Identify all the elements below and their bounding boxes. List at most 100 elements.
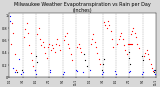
Point [129,34,132,35]
Point [37,27,40,29]
Point [29,52,32,53]
Point [15,69,17,71]
Point [41,41,44,42]
Point [17,58,20,60]
Point [34,55,37,56]
Point [49,49,52,50]
Point [153,69,156,71]
Point [45,57,48,58]
Point [123,45,125,46]
Point [121,39,124,40]
Point [33,69,36,71]
Point [62,74,64,75]
Point [141,55,144,56]
Point [48,72,51,73]
Point [105,27,108,29]
Point [127,72,130,73]
Point [76,46,79,47]
Point [88,69,91,71]
Point [79,47,81,49]
Point [128,63,131,64]
Point [128,70,131,72]
Point [65,32,68,34]
Point [141,59,144,61]
Point [102,63,104,64]
Point [128,57,131,58]
Point [77,43,80,44]
Point [125,53,128,55]
Point [82,72,84,73]
Point [151,67,153,69]
Point [12,32,15,34]
Point [51,45,53,46]
Point [109,31,112,32]
Point [119,35,121,36]
Point [153,69,155,71]
Point [53,51,56,52]
Point [21,69,23,71]
Point [63,40,65,41]
Point [85,66,88,67]
Point [23,37,25,38]
Point [35,74,37,75]
Point [124,49,127,50]
Point [149,63,152,64]
Point [75,69,78,71]
Point [147,53,149,55]
Point [148,58,151,60]
Point [153,72,155,73]
Title: Milwaukee Weather Evapotranspiration vs Rain per Day (Inches): Milwaukee Weather Evapotranspiration vs … [14,2,151,13]
Point [107,20,109,22]
Point [84,59,87,61]
Point [48,43,51,44]
Point [40,45,43,46]
Point [43,46,45,47]
Point [142,72,144,73]
Point [64,35,67,36]
Point [144,52,147,53]
Point [15,72,18,73]
Point [97,58,100,60]
Point [135,37,137,38]
Point [116,43,119,44]
Point [83,53,85,55]
Point [143,55,145,56]
Point [145,49,148,50]
Point [47,46,49,47]
Point [68,47,71,49]
Point [31,59,33,61]
Point [133,32,136,34]
Point [99,63,101,64]
Point [8,20,11,22]
Point [112,46,115,47]
Point [117,39,120,40]
Point [35,61,38,63]
Point [103,21,105,23]
Point [57,45,60,46]
Point [22,72,24,73]
Point [91,39,93,40]
Point [24,29,27,30]
Point [93,41,96,42]
Point [137,47,140,49]
Point [34,69,36,71]
Point [27,32,29,34]
Point [102,58,105,60]
Point [136,43,139,44]
Point [108,24,111,26]
Point [101,74,103,75]
Point [71,59,73,61]
Point [9,15,11,17]
Point [131,31,133,32]
Point [69,53,72,55]
Point [52,47,55,49]
Point [114,70,116,72]
Point [152,70,155,72]
Point [128,51,130,52]
Point [19,74,22,75]
Point [102,72,104,73]
Point [49,69,52,71]
Point [36,34,39,35]
Point [92,34,95,35]
Point [25,23,28,24]
